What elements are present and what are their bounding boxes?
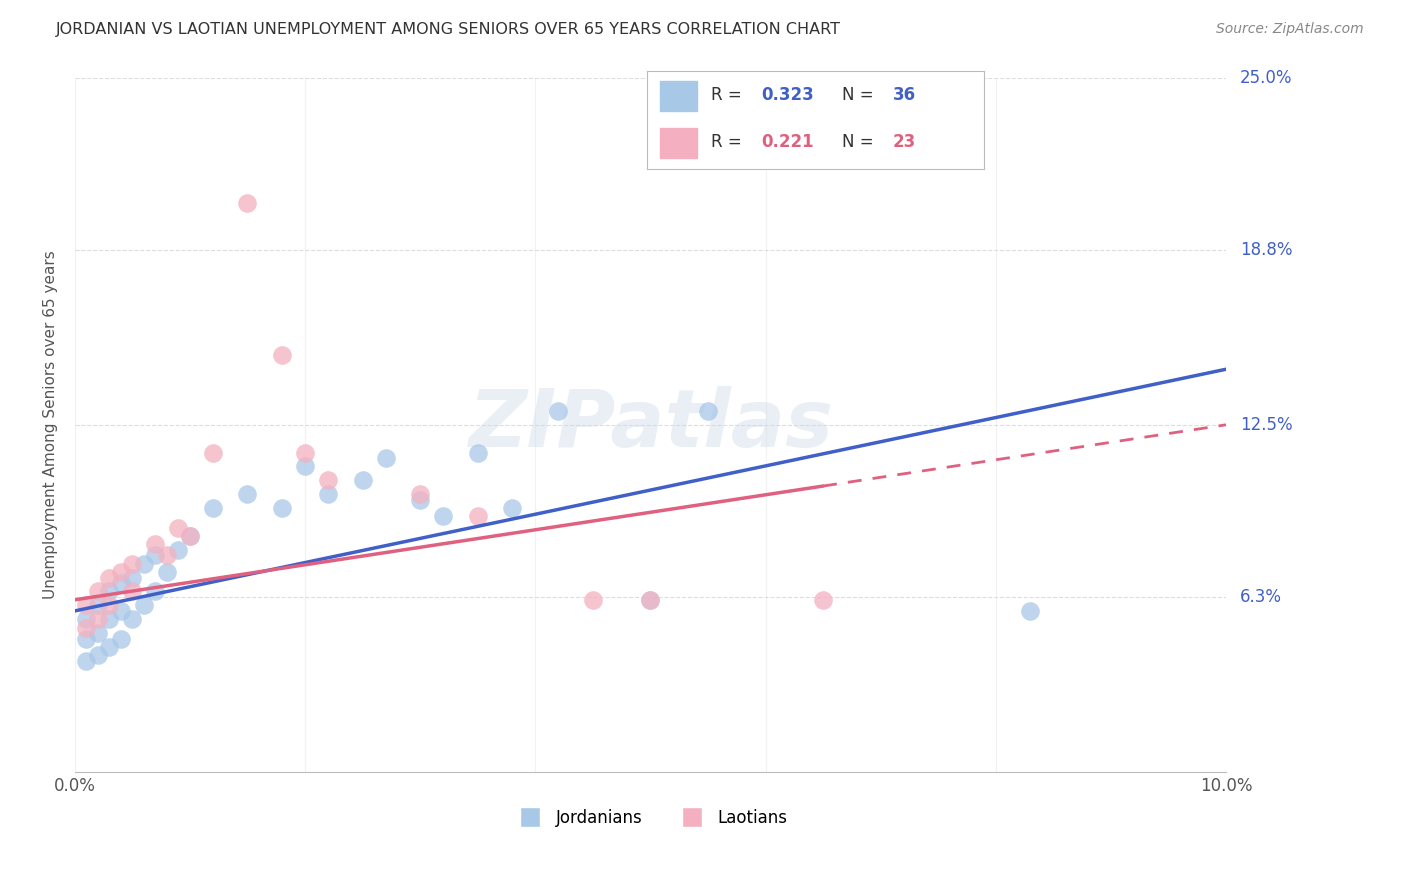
Point (1019, 604, 1042, 618)
Point (179, 529, 201, 543)
Point (811, 592, 834, 607)
Point (98, 612, 121, 626)
Point (121, 584, 143, 599)
Text: 25.0%: 25.0% (1240, 69, 1292, 87)
Point (640, 592, 662, 607)
Point (432, 509, 454, 524)
Point (132, 557, 155, 571)
Point (316, 487, 339, 501)
Point (271, 501, 294, 516)
Point (409, 487, 432, 501)
Point (87, 626, 110, 640)
Text: 6.3%: 6.3% (1240, 588, 1282, 606)
Point (75, 599, 97, 613)
Point (98, 640, 121, 654)
Text: N =: N = (842, 133, 879, 151)
Text: 12.5%: 12.5% (1240, 416, 1292, 434)
Point (121, 571, 143, 585)
Point (98, 571, 121, 585)
Text: 36: 36 (893, 86, 917, 103)
Point (409, 492, 432, 507)
Point (236, 195, 259, 210)
Point (271, 348, 294, 362)
Point (75, 621, 97, 635)
Point (145, 549, 167, 563)
Text: R =: R = (711, 133, 747, 151)
Text: R =: R = (711, 86, 747, 103)
Text: 18.8%: 18.8% (1240, 241, 1292, 259)
Point (87, 648, 110, 663)
Point (156, 549, 179, 563)
Point (467, 445, 489, 459)
Point (167, 542, 190, 557)
Point (98, 584, 121, 599)
Point (121, 557, 143, 571)
Point (582, 592, 605, 607)
Point (697, 404, 720, 418)
Point (179, 529, 201, 543)
Point (640, 592, 662, 607)
Text: 0.221: 0.221 (762, 133, 814, 151)
Point (75, 612, 97, 626)
Point (236, 487, 259, 501)
Point (294, 445, 316, 459)
Point (294, 459, 316, 474)
Point (110, 632, 132, 646)
Point (98, 599, 121, 613)
Point (110, 604, 132, 618)
Bar (661, 128, 697, 158)
Point (201, 501, 224, 516)
Point (145, 584, 167, 599)
Text: Source: ZipAtlas.com: Source: ZipAtlas.com (1216, 22, 1364, 37)
Point (501, 501, 523, 516)
Point (467, 509, 489, 524)
Text: ZIPatlas: ZIPatlas (468, 385, 832, 464)
Point (374, 451, 396, 466)
Text: N =: N = (842, 86, 879, 103)
Point (145, 537, 167, 551)
Point (316, 474, 339, 488)
Point (87, 584, 110, 599)
Point (132, 599, 155, 613)
Point (110, 576, 132, 591)
Point (547, 404, 569, 418)
Y-axis label: Unemployment Among Seniors over 65 years: Unemployment Among Seniors over 65 years (44, 251, 58, 599)
Legend: Jordanians, Laotians: Jordanians, Laotians (508, 802, 794, 833)
Point (87, 612, 110, 626)
Point (75, 654, 97, 668)
Point (167, 520, 190, 534)
Point (87, 599, 110, 613)
Text: 0.323: 0.323 (762, 86, 814, 103)
Point (75, 632, 97, 646)
Point (352, 474, 374, 488)
Point (110, 565, 132, 579)
Text: JORDANIAN VS LAOTIAN UNEMPLOYMENT AMONG SENIORS OVER 65 YEARS CORRELATION CHART: JORDANIAN VS LAOTIAN UNEMPLOYMENT AMONG … (56, 22, 841, 37)
Text: 23: 23 (893, 133, 917, 151)
Point (121, 612, 143, 626)
Point (156, 565, 179, 579)
Bar (661, 81, 697, 111)
Point (201, 445, 224, 459)
